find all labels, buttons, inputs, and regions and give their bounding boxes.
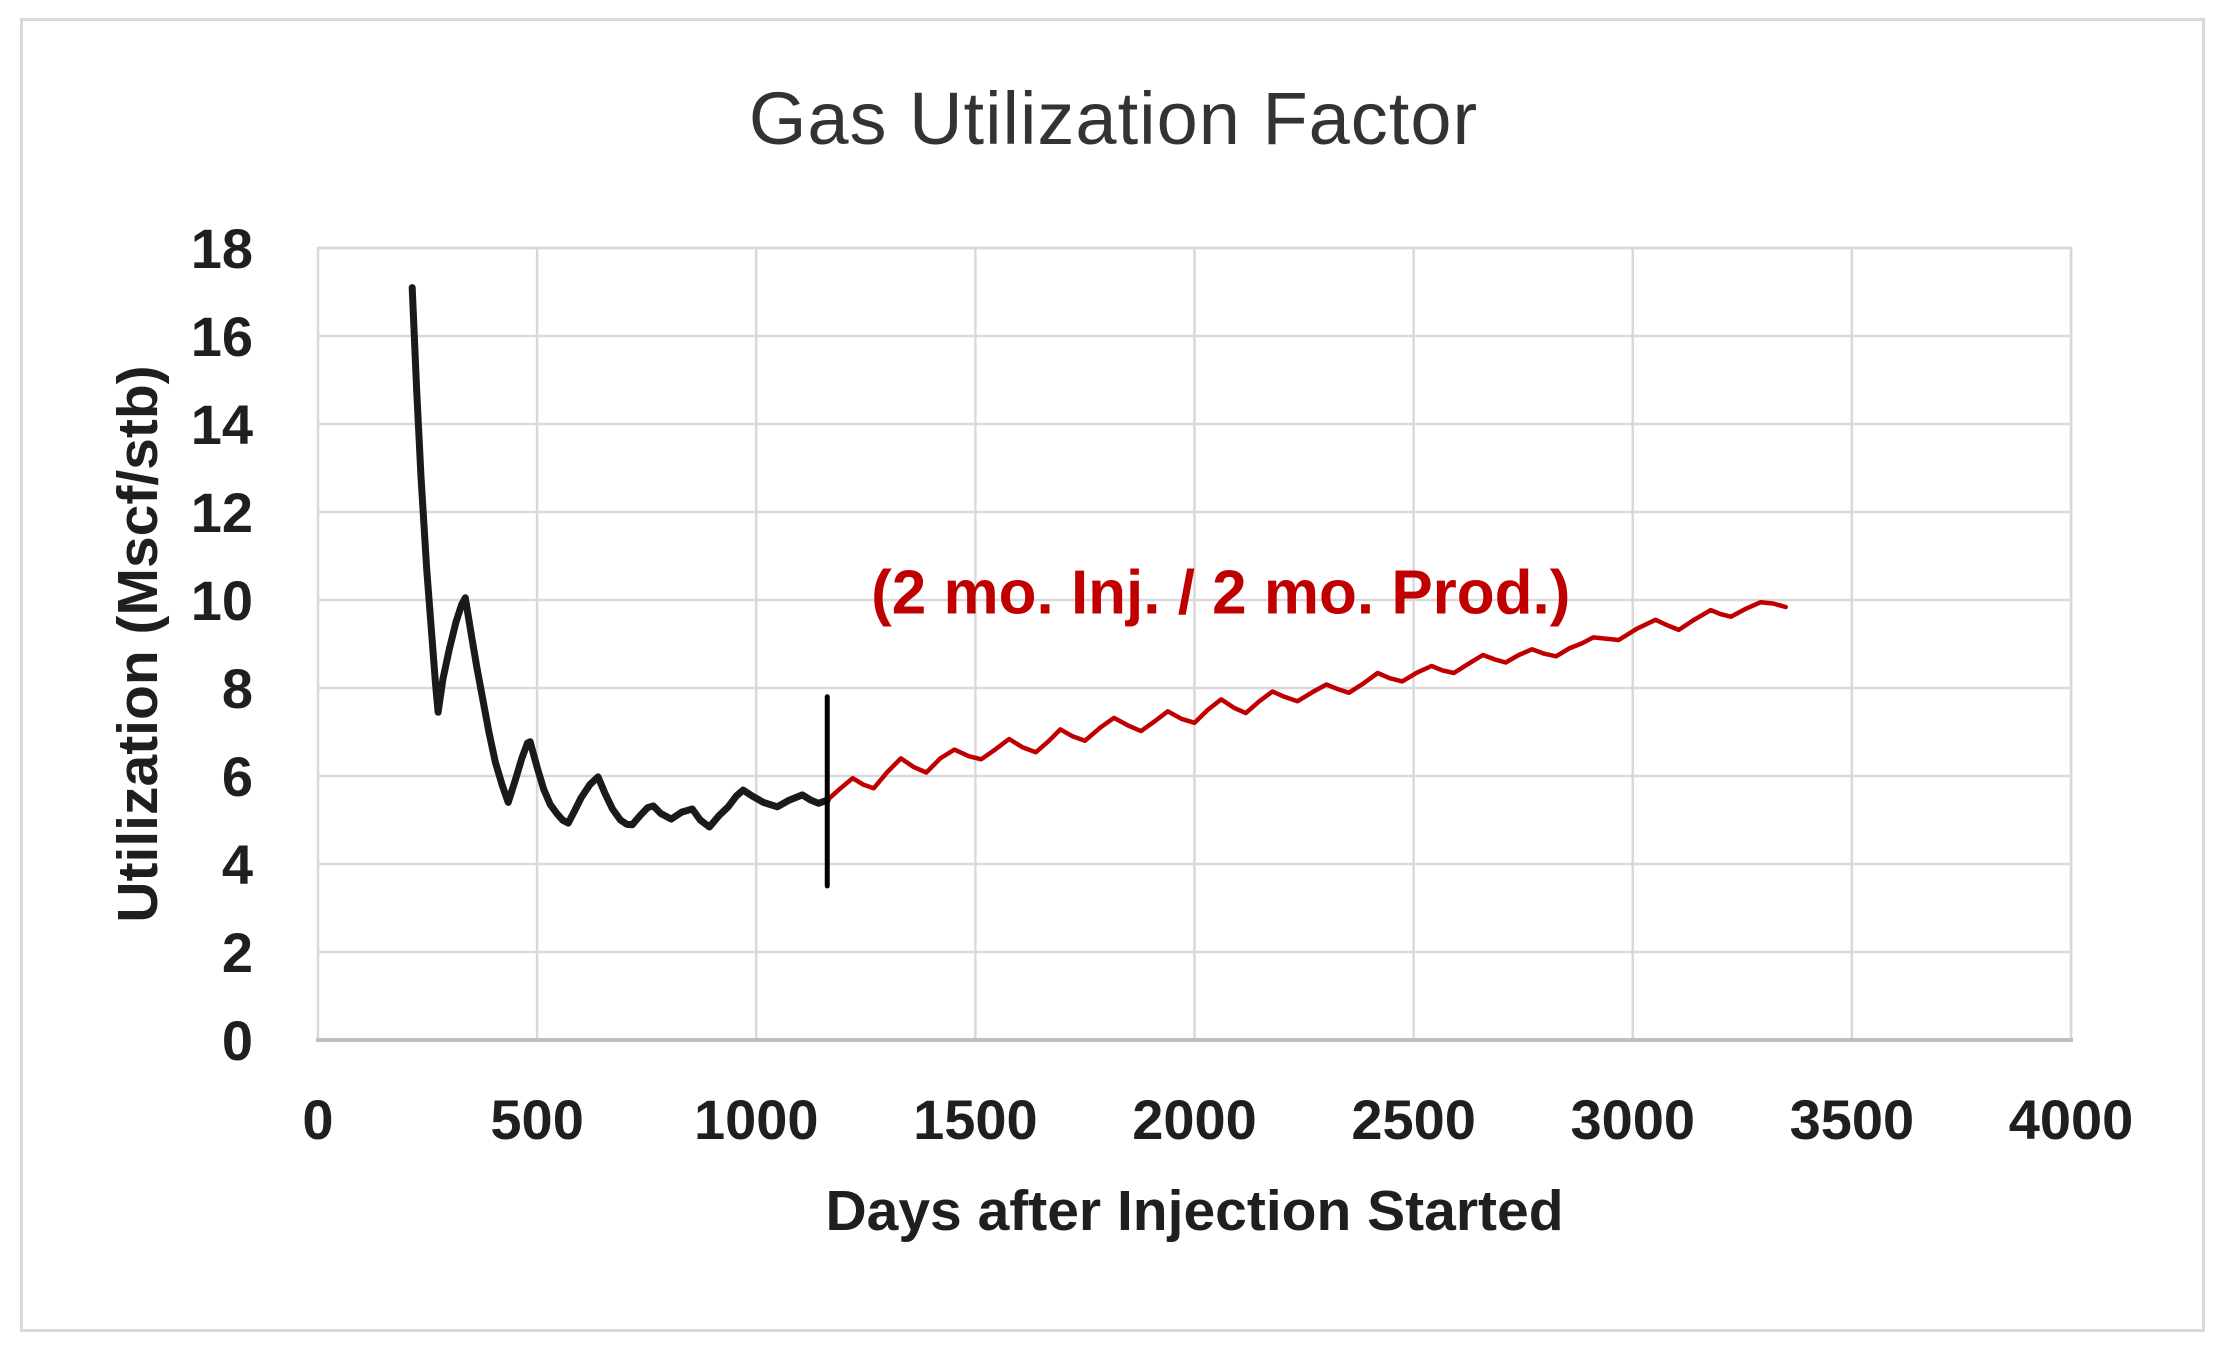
- x-tick-label: 2000: [1132, 1088, 1257, 1151]
- y-tick-label: 10: [191, 569, 253, 632]
- y-tick-label: 14: [191, 393, 253, 456]
- x-tick-label: 3500: [1790, 1088, 1915, 1151]
- x-tick-label: 3000: [1570, 1088, 1695, 1151]
- x-tick-label: 1000: [694, 1088, 819, 1151]
- chart-frame: [20, 18, 2205, 1332]
- x-tick-label: 2500: [1351, 1088, 1476, 1151]
- x-tick-label: 4000: [2009, 1088, 2134, 1151]
- history-line-series: [408, 284, 831, 831]
- y-tick-label: 18: [191, 217, 253, 280]
- y-tick-label: 16: [191, 305, 253, 368]
- x-tick-label: 500: [490, 1088, 583, 1151]
- y-tick-label: 2: [222, 921, 253, 984]
- y-tick-label: 0: [222, 1009, 253, 1072]
- y-tick-label: 8: [222, 657, 253, 720]
- series-annotation: (2 mo. Inj. / 2 mo. Prod.): [871, 558, 1571, 628]
- x-tick-label: 1500: [913, 1088, 1038, 1151]
- y-tick-label: 6: [222, 745, 253, 808]
- chart-title: Gas Utilization Factor: [748, 77, 1479, 160]
- y-tick-label: 12: [191, 481, 253, 544]
- x-axis-title: Days after Injection Started: [825, 1179, 1564, 1243]
- x-tick-label: 0: [302, 1088, 333, 1151]
- forecast-line-series: [824, 599, 1788, 803]
- y-tick-label: 4: [222, 833, 253, 896]
